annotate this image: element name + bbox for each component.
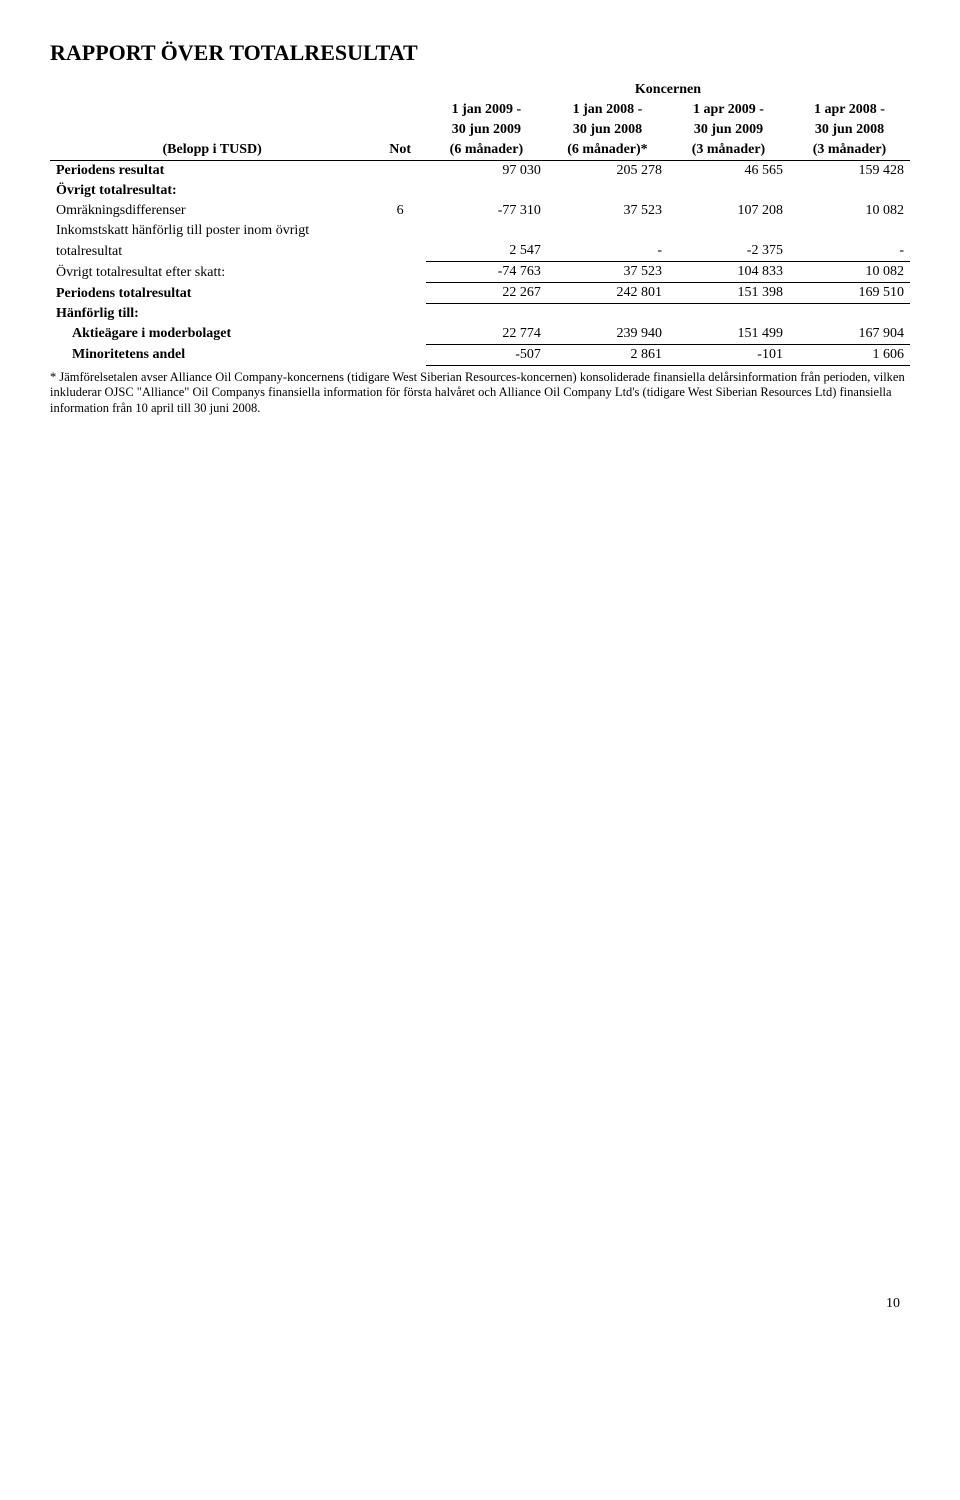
col-hdr-period: 30 jun 2009: [668, 120, 789, 140]
row-label: Inkomstskatt hänförlig till poster inom …: [50, 221, 374, 241]
cell: 151 499: [668, 324, 789, 345]
belopp-label: (Belopp i TUSD): [50, 140, 374, 161]
page-title: RAPPORT ÖVER TOTALRESULTAT: [50, 40, 910, 66]
row-label: Omräkningsdifferenser: [50, 201, 374, 221]
cell: -77 310: [426, 201, 547, 221]
cell: 10 082: [789, 201, 910, 221]
cell: -74 763: [426, 262, 547, 283]
group-header: Koncernen: [426, 80, 910, 100]
cell: 97 030: [426, 161, 547, 182]
row-label: Periodens totalresultat: [50, 283, 374, 304]
table-row: Periodens totalresultat 22 267 242 801 1…: [50, 283, 910, 304]
page-number: 10: [50, 1296, 910, 1312]
col-hdr-period: 30 jun 2008: [789, 120, 910, 140]
cell: 104 833: [668, 262, 789, 283]
col-hdr-months: (3 månader): [668, 140, 789, 161]
cell: -: [547, 241, 668, 262]
table-row: totalresultat 2 547 - -2 375 -: [50, 241, 910, 262]
table-row: Övrigt totalresultat:: [50, 181, 910, 201]
cell: -: [789, 241, 910, 262]
col-hdr-months: (6 månader): [426, 140, 547, 161]
table-row: Periodens resultat 97 030 205 278 46 565…: [50, 161, 910, 182]
cell: 22 267: [426, 283, 547, 304]
row-label: Övrigt totalresultat:: [50, 181, 374, 201]
table-row: Inkomstskatt hänförlig till poster inom …: [50, 221, 910, 241]
col-hdr-months: (3 månader): [789, 140, 910, 161]
col-hdr-period: 1 apr 2009 -: [668, 100, 789, 120]
cell: 10 082: [789, 262, 910, 283]
row-label: Periodens resultat: [50, 161, 374, 182]
cell: 22 774: [426, 324, 547, 345]
table-row: Minoritetens andel -507 2 861 -101 1 606: [50, 344, 910, 365]
cell: 159 428: [789, 161, 910, 182]
table-row: Hänförlig till:: [50, 304, 910, 324]
row-label: Hänförlig till:: [50, 304, 374, 324]
cell: 107 208: [668, 201, 789, 221]
cell: 1 606: [789, 344, 910, 365]
col-hdr-period: 30 jun 2008: [547, 120, 668, 140]
cell: 242 801: [547, 283, 668, 304]
cell: 37 523: [547, 262, 668, 283]
cell: -101: [668, 344, 789, 365]
col-hdr-period: 1 jan 2009 -: [426, 100, 547, 120]
table-row: Aktieägare i moderbolaget 22 774 239 940…: [50, 324, 910, 345]
cell: -2 375: [668, 241, 789, 262]
col-hdr-period: 1 jan 2008 -: [547, 100, 668, 120]
cell: 37 523: [547, 201, 668, 221]
cell: -507: [426, 344, 547, 365]
row-label: Minoritetens andel: [50, 344, 374, 365]
row-label: Övrigt totalresultat efter skatt:: [50, 262, 374, 283]
footnote: * Jämförelsetalen avser Alliance Oil Com…: [50, 370, 910, 417]
row-label: Aktieägare i moderbolaget: [50, 324, 374, 345]
cell: 205 278: [547, 161, 668, 182]
col-hdr-months: (6 månader)*: [547, 140, 668, 161]
cell: 167 904: [789, 324, 910, 345]
cell: 169 510: [789, 283, 910, 304]
table-row: Omräkningsdifferenser 6 -77 310 37 523 1…: [50, 201, 910, 221]
col-hdr-period: 1 apr 2008 -: [789, 100, 910, 120]
row-label: totalresultat: [50, 241, 374, 262]
table-row: Övrigt totalresultat efter skatt: -74 76…: [50, 262, 910, 283]
cell: 239 940: [547, 324, 668, 345]
cell: 46 565: [668, 161, 789, 182]
cell: 2 861: [547, 344, 668, 365]
not-header: Not: [374, 140, 426, 161]
col-hdr-period: 30 jun 2009: [426, 120, 547, 140]
cell: 2 547: [426, 241, 547, 262]
note-ref: 6: [374, 201, 426, 221]
cell: 151 398: [668, 283, 789, 304]
financial-table: Koncernen 1 jan 2009 - 1 jan 2008 - 1 ap…: [50, 80, 910, 366]
